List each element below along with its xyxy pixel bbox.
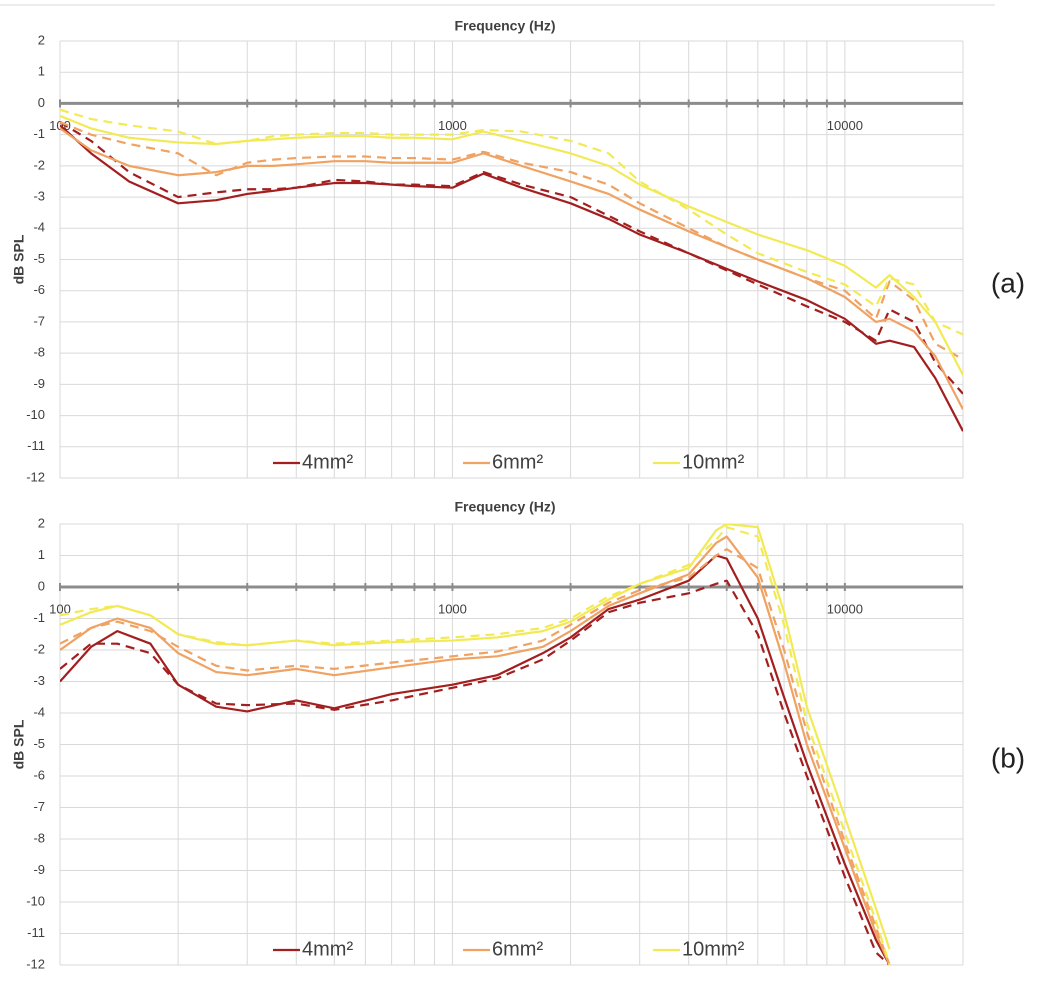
y-tick-label: -9 bbox=[33, 862, 45, 877]
y-tick-label: -5 bbox=[33, 736, 45, 751]
legend-label: 6mm² bbox=[492, 451, 543, 473]
y-tick-label: -8 bbox=[33, 345, 45, 360]
y-tick-label: -12 bbox=[26, 956, 45, 971]
y-tick-label: 2 bbox=[38, 32, 45, 47]
y-tick-label: -2 bbox=[33, 641, 45, 656]
series-line bbox=[60, 554, 891, 965]
dashed-series-line bbox=[60, 526, 891, 965]
legend-label: 6mm² bbox=[492, 938, 543, 960]
y-tick-label: 0 bbox=[38, 95, 45, 110]
y-axis-label: dB SPL bbox=[11, 234, 27, 284]
y-tick-label: 0 bbox=[38, 578, 45, 593]
y-tick-label: -10 bbox=[26, 893, 45, 908]
y-tick-label: -4 bbox=[33, 220, 45, 235]
y-tick-label: -3 bbox=[33, 673, 45, 688]
dashed-series-line bbox=[60, 121, 963, 361]
legend-label: 4mm² bbox=[302, 451, 353, 473]
y-tick-label: -1 bbox=[33, 126, 45, 141]
y-tick-label: -7 bbox=[33, 313, 45, 328]
x-tick-label: 10000 bbox=[827, 601, 863, 616]
panel-label: (a) bbox=[991, 267, 1025, 298]
y-tick-label: 1 bbox=[38, 64, 45, 79]
y-tick-label: -1 bbox=[33, 610, 45, 625]
dashed-series-line bbox=[60, 121, 963, 395]
plot-lines bbox=[60, 108, 963, 432]
x-tick-label: 1000 bbox=[438, 118, 467, 133]
plot-lines bbox=[60, 524, 891, 965]
dashed-series-line bbox=[60, 548, 891, 965]
legend-label: 10mm² bbox=[682, 451, 745, 473]
y-tick-label: 1 bbox=[38, 547, 45, 562]
legend-label: 10mm² bbox=[682, 938, 745, 960]
dashed-series-line bbox=[60, 579, 891, 965]
y-tick-label: -4 bbox=[33, 704, 45, 719]
y-tick-label: -2 bbox=[33, 157, 45, 172]
series-line bbox=[60, 114, 963, 376]
y-tick-label: -6 bbox=[33, 282, 45, 297]
y-tick-label: -5 bbox=[33, 251, 45, 266]
y-tick-label: -9 bbox=[33, 376, 45, 391]
panel-label: (b) bbox=[991, 742, 1025, 773]
dashed-series-line bbox=[60, 108, 963, 336]
chart-title: Frequency (Hz) bbox=[454, 499, 555, 515]
y-tick-label: -11 bbox=[27, 925, 45, 940]
y-tick-label: -7 bbox=[33, 799, 45, 814]
y-tick-label: -12 bbox=[26, 469, 45, 484]
y-tick-label: -10 bbox=[26, 407, 45, 422]
legend-label: 4mm² bbox=[302, 938, 353, 960]
y-tick-label: -3 bbox=[33, 189, 45, 204]
chart-title: Frequency (Hz) bbox=[454, 18, 555, 34]
x-tick-label: 100 bbox=[49, 601, 71, 616]
y-tick-label: -8 bbox=[33, 830, 45, 845]
y-tick-label: 2 bbox=[38, 515, 45, 530]
x-tick-label: 1000 bbox=[438, 601, 467, 616]
y-axis-label: dB SPL bbox=[11, 719, 27, 769]
y-tick-label: -6 bbox=[33, 767, 45, 782]
x-tick-label: 10000 bbox=[827, 118, 863, 133]
series-line bbox=[60, 127, 963, 410]
y-tick-label: -11 bbox=[27, 438, 45, 453]
series-line bbox=[60, 535, 891, 965]
